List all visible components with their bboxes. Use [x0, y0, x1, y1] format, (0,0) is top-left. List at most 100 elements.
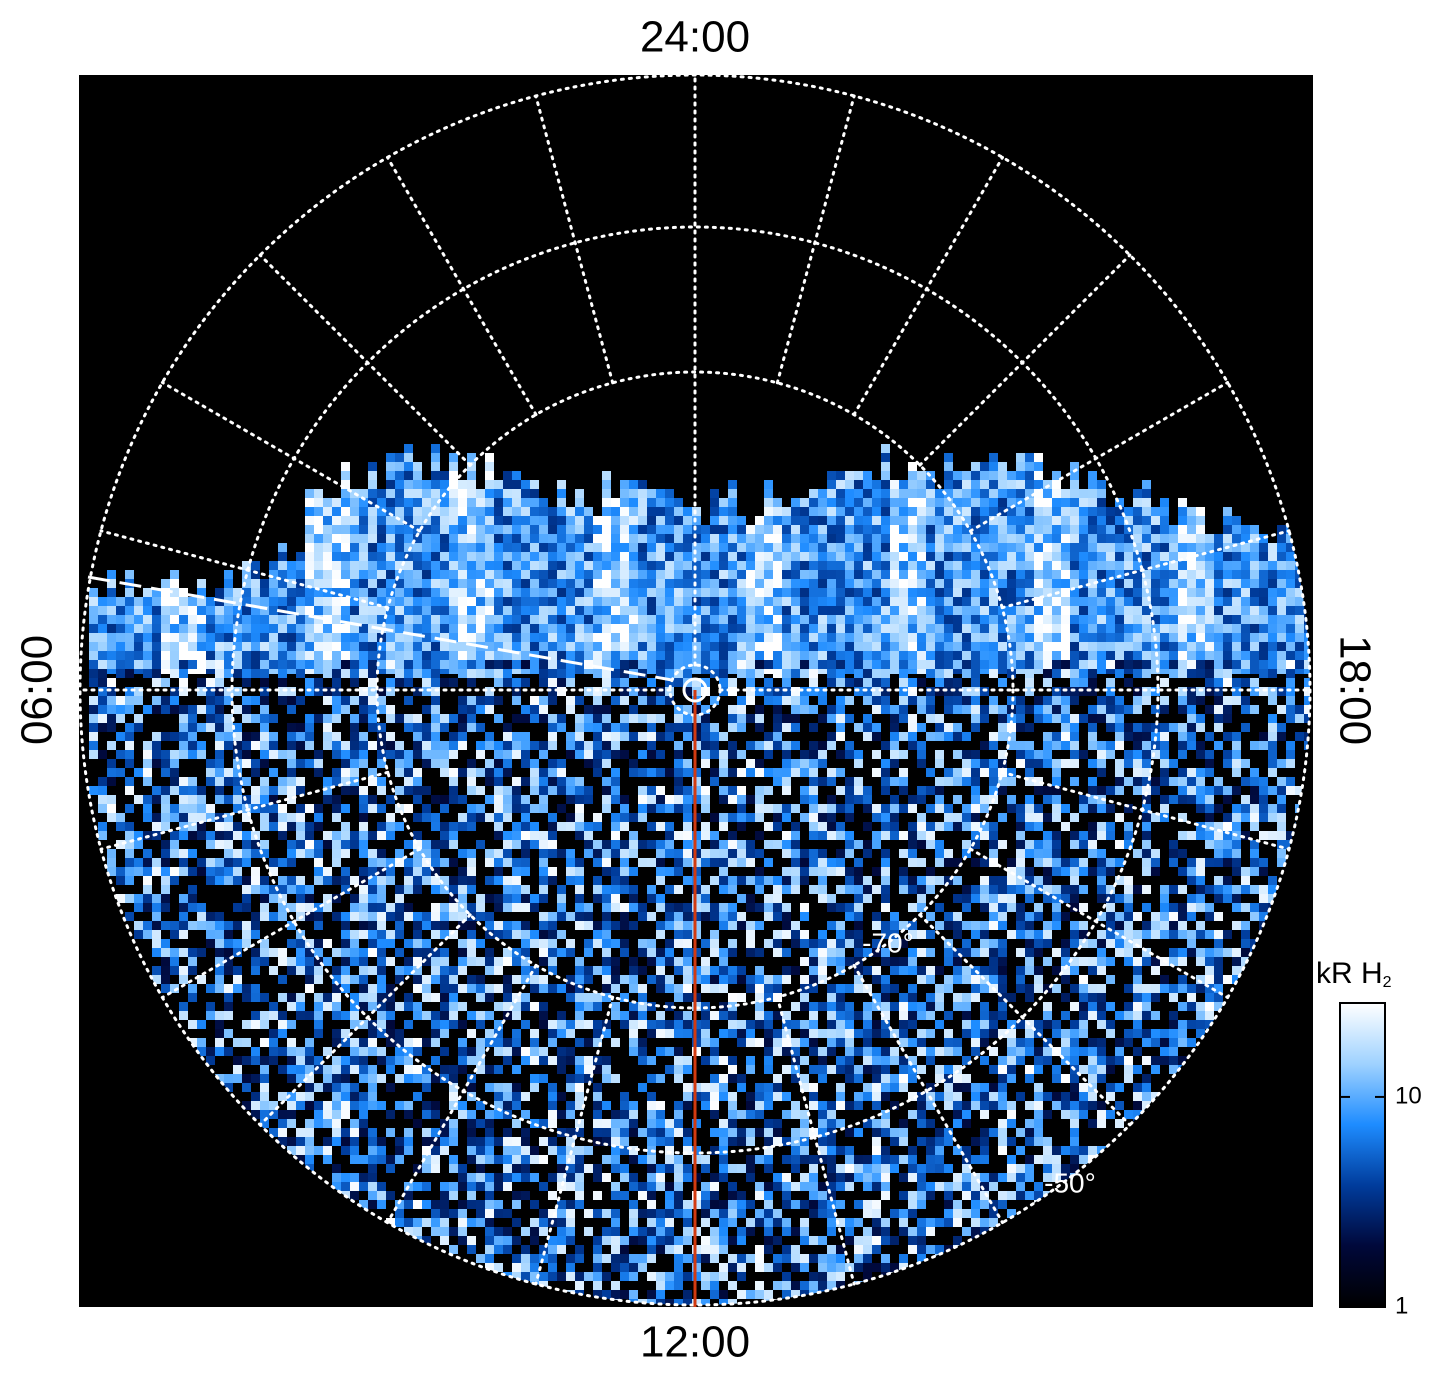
emission-pixel — [170, 804, 179, 813]
emission-pixel — [710, 1011, 719, 1020]
emission-pixel — [872, 1020, 881, 1029]
emission-pixel — [611, 894, 620, 903]
emission-pixel — [323, 1146, 332, 1155]
emission-pixel — [494, 1002, 503, 1011]
emission-pixel — [845, 1047, 854, 1056]
emission-pixel — [269, 1038, 278, 1047]
emission-pixel — [350, 696, 359, 705]
emission-pixel — [206, 1002, 215, 1011]
emission-pixel — [368, 948, 377, 957]
emission-pixel — [728, 1029, 737, 1038]
emission-pixel — [521, 993, 530, 1002]
emission-pixel — [386, 930, 395, 939]
emission-pixel — [755, 1020, 764, 1029]
emission-pixel — [548, 1209, 557, 1218]
emission-pixel — [656, 975, 665, 984]
emission-pixel — [719, 795, 728, 804]
emission-pixel — [179, 849, 188, 858]
emission-pixel — [332, 858, 341, 867]
emission-pixel — [242, 1074, 251, 1083]
emission-pixel — [611, 1236, 620, 1245]
emission-pixel — [755, 1011, 764, 1020]
emission-pixel — [278, 822, 287, 831]
emission-pixel — [836, 1254, 845, 1263]
emission-pixel — [539, 1218, 548, 1227]
emission-pixel — [503, 885, 512, 894]
emission-pixel — [323, 1083, 332, 1092]
emission-pixel — [827, 669, 836, 678]
emission-pixel — [323, 903, 332, 912]
emission-pixel — [206, 921, 215, 930]
emission-pixel — [773, 1074, 782, 1083]
emission-pixel — [719, 1146, 728, 1155]
emission-pixel — [512, 1092, 521, 1101]
emission-pixel — [800, 1020, 809, 1029]
emission-pixel — [665, 1137, 674, 1146]
emission-pixel — [791, 1290, 800, 1299]
emission-pixel — [620, 804, 629, 813]
emission-pixel — [224, 669, 233, 678]
emission-pixel — [683, 1137, 692, 1146]
emission-pixel — [197, 867, 206, 876]
emission-pixel — [782, 750, 791, 759]
emission-pixel — [548, 867, 557, 876]
emission-pixel — [737, 921, 746, 930]
emission-pixel — [116, 813, 125, 822]
emission-pixel — [539, 840, 548, 849]
emission-pixel — [413, 966, 422, 975]
emission-pixel — [350, 741, 359, 750]
emission-pixel — [728, 903, 737, 912]
emission-pixel — [440, 759, 449, 768]
emission-pixel — [818, 1110, 827, 1119]
emission-pixel — [332, 750, 341, 759]
emission-pixel — [719, 1155, 728, 1164]
emission-pixel — [359, 1065, 368, 1074]
emission-pixel — [836, 966, 845, 975]
emission-pixel — [503, 660, 512, 669]
emission-pixel — [134, 660, 143, 669]
emission-pixel — [854, 795, 863, 804]
emission-pixel — [476, 786, 485, 795]
emission-pixel — [251, 1074, 260, 1083]
emission-pixel — [800, 687, 809, 696]
emission-pixel — [854, 660, 863, 669]
emission-pixel — [845, 741, 854, 750]
emission-pixel — [449, 903, 458, 912]
emission-pixel — [161, 822, 170, 831]
emission-pixel — [593, 651, 602, 674]
emission-pixel — [863, 1236, 872, 1245]
emission-pixel — [665, 903, 674, 912]
emission-pixel — [215, 1047, 224, 1056]
emission-pixel — [683, 1290, 692, 1299]
emission-pixel — [584, 840, 593, 849]
emission-pixel — [701, 1101, 710, 1110]
emission-pixel — [170, 750, 179, 759]
emission-pixel — [494, 669, 503, 678]
emission-pixel — [521, 1092, 530, 1101]
emission-pixel — [368, 1155, 377, 1164]
emission-pixel — [620, 921, 629, 930]
emission-pixel — [845, 696, 854, 705]
emission-pixel — [629, 768, 638, 777]
emission-pixel — [701, 795, 710, 804]
emission-pixel — [782, 1272, 791, 1281]
emission-pixel — [881, 831, 890, 840]
emission-pixel — [755, 1155, 764, 1164]
emission-pixel — [224, 849, 233, 858]
emission-pixel — [800, 1281, 809, 1290]
emission-pixel — [602, 714, 611, 723]
emission-pixel — [395, 714, 404, 723]
emission-pixel — [854, 921, 863, 930]
emission-pixel — [467, 1155, 476, 1164]
emission-pixel — [638, 786, 647, 795]
emission-pixel — [512, 1263, 521, 1272]
emission-pixel — [737, 660, 746, 669]
emission-pixel — [656, 921, 665, 930]
emission-pixel — [800, 669, 809, 678]
emission-pixel — [494, 660, 503, 669]
emission-pixel — [503, 1047, 512, 1056]
emission-pixel — [782, 669, 791, 678]
emission-pixel — [260, 777, 269, 786]
emission-pixel — [548, 786, 557, 795]
emission-pixel — [431, 1029, 440, 1038]
